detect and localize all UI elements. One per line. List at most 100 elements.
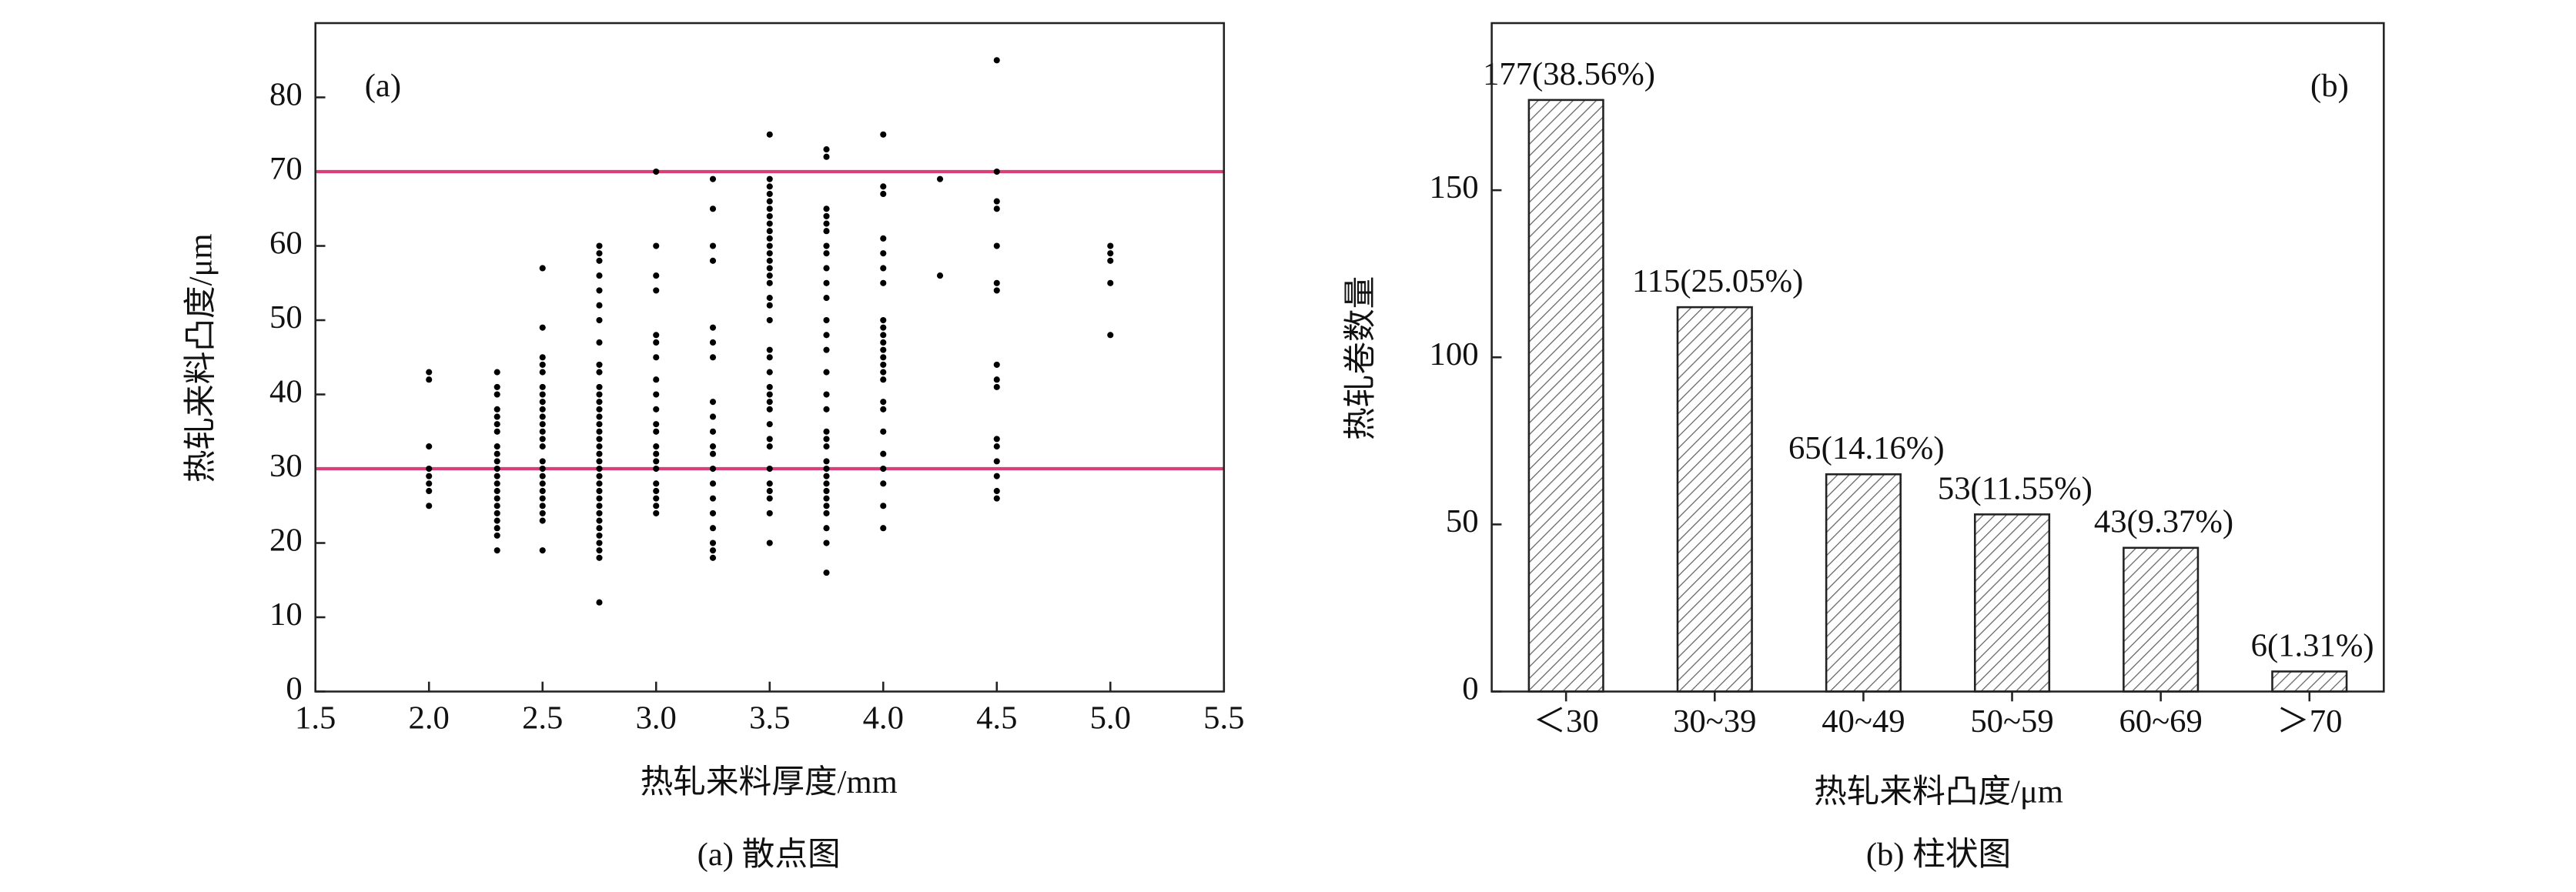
point — [493, 421, 500, 428]
point — [596, 272, 603, 279]
point — [993, 487, 1000, 495]
bar — [2271, 670, 2348, 693]
point — [596, 369, 603, 376]
point — [880, 525, 887, 532]
y-axis-title: 热轧来料凸度/μm — [182, 233, 219, 483]
point — [709, 399, 717, 406]
point — [539, 383, 546, 390]
point — [823, 346, 830, 353]
point — [823, 242, 830, 249]
point — [766, 279, 773, 286]
point — [596, 450, 603, 457]
point — [709, 205, 717, 212]
point — [596, 525, 603, 532]
x-tick-label: 50~59 — [1970, 703, 2053, 740]
point — [766, 421, 773, 428]
point — [766, 354, 773, 361]
point — [993, 495, 1000, 502]
point — [823, 570, 830, 576]
point — [493, 383, 500, 390]
point — [823, 406, 830, 413]
point — [823, 228, 830, 235]
point — [766, 235, 773, 242]
point — [766, 316, 773, 324]
point — [993, 198, 1000, 205]
point — [426, 503, 433, 509]
point — [653, 406, 660, 413]
point — [596, 436, 603, 443]
point — [766, 487, 773, 495]
point — [596, 458, 603, 465]
point — [596, 532, 603, 539]
point — [766, 436, 773, 443]
point — [709, 540, 717, 546]
point — [653, 332, 660, 339]
point — [596, 391, 603, 398]
point — [880, 235, 887, 242]
point — [596, 250, 603, 257]
x-tick-label: 3.0 — [636, 700, 677, 737]
point — [823, 458, 830, 465]
plot-frame — [1490, 22, 2385, 693]
x-axis-title: 热轧来料凸度/μm — [1814, 774, 2063, 810]
point — [823, 428, 830, 435]
point — [539, 436, 546, 443]
point — [880, 428, 887, 435]
point — [766, 175, 773, 182]
point — [426, 487, 433, 495]
value-label: 6(1.31%) — [2251, 627, 2374, 663]
point — [880, 265, 887, 272]
point — [493, 443, 500, 450]
point — [823, 473, 830, 479]
point — [880, 190, 887, 198]
point — [596, 316, 603, 324]
point — [993, 57, 1000, 64]
point — [709, 257, 717, 264]
point — [766, 509, 773, 516]
point — [993, 205, 1000, 212]
point — [653, 354, 660, 361]
point — [993, 473, 1000, 479]
annotation: (b) — [2310, 68, 2349, 104]
point — [766, 220, 773, 227]
point — [426, 369, 433, 376]
point — [596, 495, 603, 502]
plot-frame — [314, 22, 1226, 693]
point — [823, 279, 830, 286]
point — [596, 257, 603, 264]
point — [880, 316, 887, 324]
point — [539, 517, 546, 524]
point — [539, 413, 546, 420]
point — [426, 465, 433, 473]
point — [766, 465, 773, 473]
point — [766, 212, 773, 219]
point — [880, 503, 887, 509]
point — [709, 450, 717, 457]
point — [426, 480, 433, 487]
point — [993, 436, 1000, 443]
point — [596, 421, 603, 428]
y-tick-label: 70 — [269, 151, 303, 187]
point — [653, 272, 660, 279]
point — [596, 599, 603, 606]
point — [993, 361, 1000, 368]
point — [766, 399, 773, 406]
point — [766, 228, 773, 235]
point — [823, 391, 830, 398]
point — [539, 354, 546, 361]
point — [880, 450, 887, 457]
y-tick-label: 40 — [269, 373, 303, 409]
point — [1107, 242, 1114, 249]
point — [766, 242, 773, 249]
point — [823, 540, 830, 546]
point — [880, 250, 887, 257]
point — [766, 272, 773, 279]
point — [539, 509, 546, 516]
x-tick-label: 2.0 — [409, 700, 450, 737]
x-tick-label: 40~49 — [1822, 703, 1905, 740]
point — [539, 465, 546, 473]
point — [766, 257, 773, 264]
point — [653, 503, 660, 509]
bar — [1676, 306, 1753, 693]
